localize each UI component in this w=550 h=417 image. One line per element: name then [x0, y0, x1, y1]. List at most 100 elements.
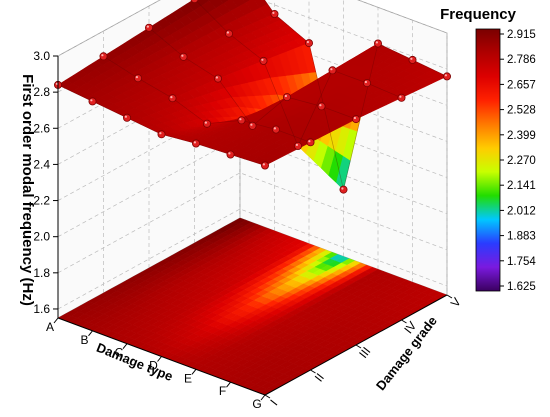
data-points-layer: [54, 0, 451, 194]
data-point: [317, 102, 326, 111]
z-tick-label: 2.2: [33, 194, 50, 208]
data-point-highlight: [284, 94, 287, 98]
data-point-highlight: [399, 95, 402, 98]
z-tick-label: 2.6: [33, 121, 50, 135]
z-tick-label: 3.0: [33, 49, 50, 63]
x-tick: [226, 381, 231, 388]
data-point-highlight: [250, 123, 253, 126]
data-point-highlight: [295, 143, 298, 146]
data-point: [270, 9, 279, 18]
colorbar-tick-label: 2.528: [507, 105, 536, 117]
data-point-highlight: [226, 31, 229, 34]
data-point-highlight: [308, 140, 311, 143]
data-point: [259, 56, 268, 65]
x-tick: [191, 369, 197, 375]
data-point-highlight: [181, 54, 184, 57]
data-point-highlight: [204, 121, 207, 124]
data-point: [144, 23, 153, 32]
data-point: [362, 79, 371, 88]
data-point: [373, 39, 382, 48]
data-point-highlight: [306, 40, 309, 44]
data-point: [248, 121, 257, 130]
data-point-highlight: [364, 80, 367, 84]
x-tick: [122, 343, 128, 349]
data-point-highlight: [228, 152, 231, 155]
data-point: [271, 125, 280, 134]
y-tick-label: II: [312, 371, 327, 385]
y-tick: [446, 294, 453, 299]
data-point: [99, 52, 108, 61]
data-point: [328, 66, 337, 75]
data-point: [306, 138, 315, 147]
x-tick-label: C: [115, 346, 124, 360]
data-point: [123, 113, 132, 122]
surface-layer: [57, 0, 448, 191]
y-tick: [355, 344, 362, 349]
data-point-highlight: [261, 58, 264, 61]
colorbar-tick-label: 2.141: [507, 180, 536, 192]
data-point: [397, 93, 406, 102]
x-tick-label: E: [184, 371, 192, 385]
data-point: [224, 29, 233, 38]
colorbar-tick-label: 2.786: [507, 54, 536, 66]
x-tick-label: G: [252, 397, 261, 411]
colorbar-tick-label: 2.012: [507, 205, 536, 217]
data-point-highlight: [273, 127, 276, 130]
data-point-highlight: [341, 187, 344, 190]
x-tick: [260, 394, 266, 401]
y-tick: [401, 319, 407, 324]
data-point: [442, 72, 451, 81]
data-point: [304, 39, 313, 48]
x-tick: [88, 330, 93, 337]
data-point-highlight: [135, 76, 138, 79]
z-tick-label: 2.8: [33, 85, 50, 99]
y-tick-label: I: [267, 397, 280, 408]
data-point-highlight: [262, 163, 265, 166]
data-point-highlight: [170, 96, 173, 99]
data-point: [179, 52, 188, 61]
colorbar-tick-label: 1.754: [507, 256, 536, 268]
data-point-highlight: [330, 68, 333, 71]
data-point: [191, 139, 200, 148]
data-point: [168, 94, 177, 103]
data-point-highlight: [353, 116, 356, 120]
colorbar-tick-label: 2.657: [507, 79, 536, 91]
data-point: [190, 0, 199, 4]
data-point-highlight: [90, 99, 93, 102]
data-point-highlight: [124, 115, 127, 118]
y-tick: [310, 369, 316, 374]
data-point-highlight: [101, 54, 104, 57]
data-point: [351, 115, 360, 124]
data-point-highlight: [215, 76, 218, 79]
data-point-highlight: [410, 57, 413, 60]
data-point: [237, 116, 246, 125]
data-point: [226, 150, 235, 159]
data-point-highlight: [272, 11, 275, 14]
colorbar: Frequency 2.915 2.786 2.657 2.528 2.399 2.270…: [440, 6, 536, 293]
colorbar-tick-label: 1.625: [507, 281, 536, 293]
x-tick-label: B: [80, 333, 88, 347]
z-tick-label: 2.4: [33, 157, 50, 171]
data-point: [339, 185, 348, 194]
data-point-highlight: [444, 74, 447, 77]
data-point: [408, 55, 417, 64]
data-point: [293, 141, 302, 150]
data-point-highlight: [159, 132, 162, 135]
z-tick-label: 1.8: [33, 266, 50, 280]
data-point-highlight: [55, 82, 59, 85]
data-point-highlight: [239, 118, 242, 121]
data-point: [133, 74, 142, 83]
data-point: [88, 97, 97, 106]
x-tick-label: F: [219, 384, 226, 398]
colorbar-tick-label: 2.270: [507, 155, 536, 167]
data-point: [282, 93, 291, 102]
data-point: [260, 161, 269, 170]
data-point-highlight: [375, 41, 378, 44]
data-point: [157, 130, 166, 139]
colorbar-tick-label: 2.915: [507, 29, 536, 41]
x-tick: [53, 317, 59, 324]
x-tick-label: A: [46, 320, 54, 334]
